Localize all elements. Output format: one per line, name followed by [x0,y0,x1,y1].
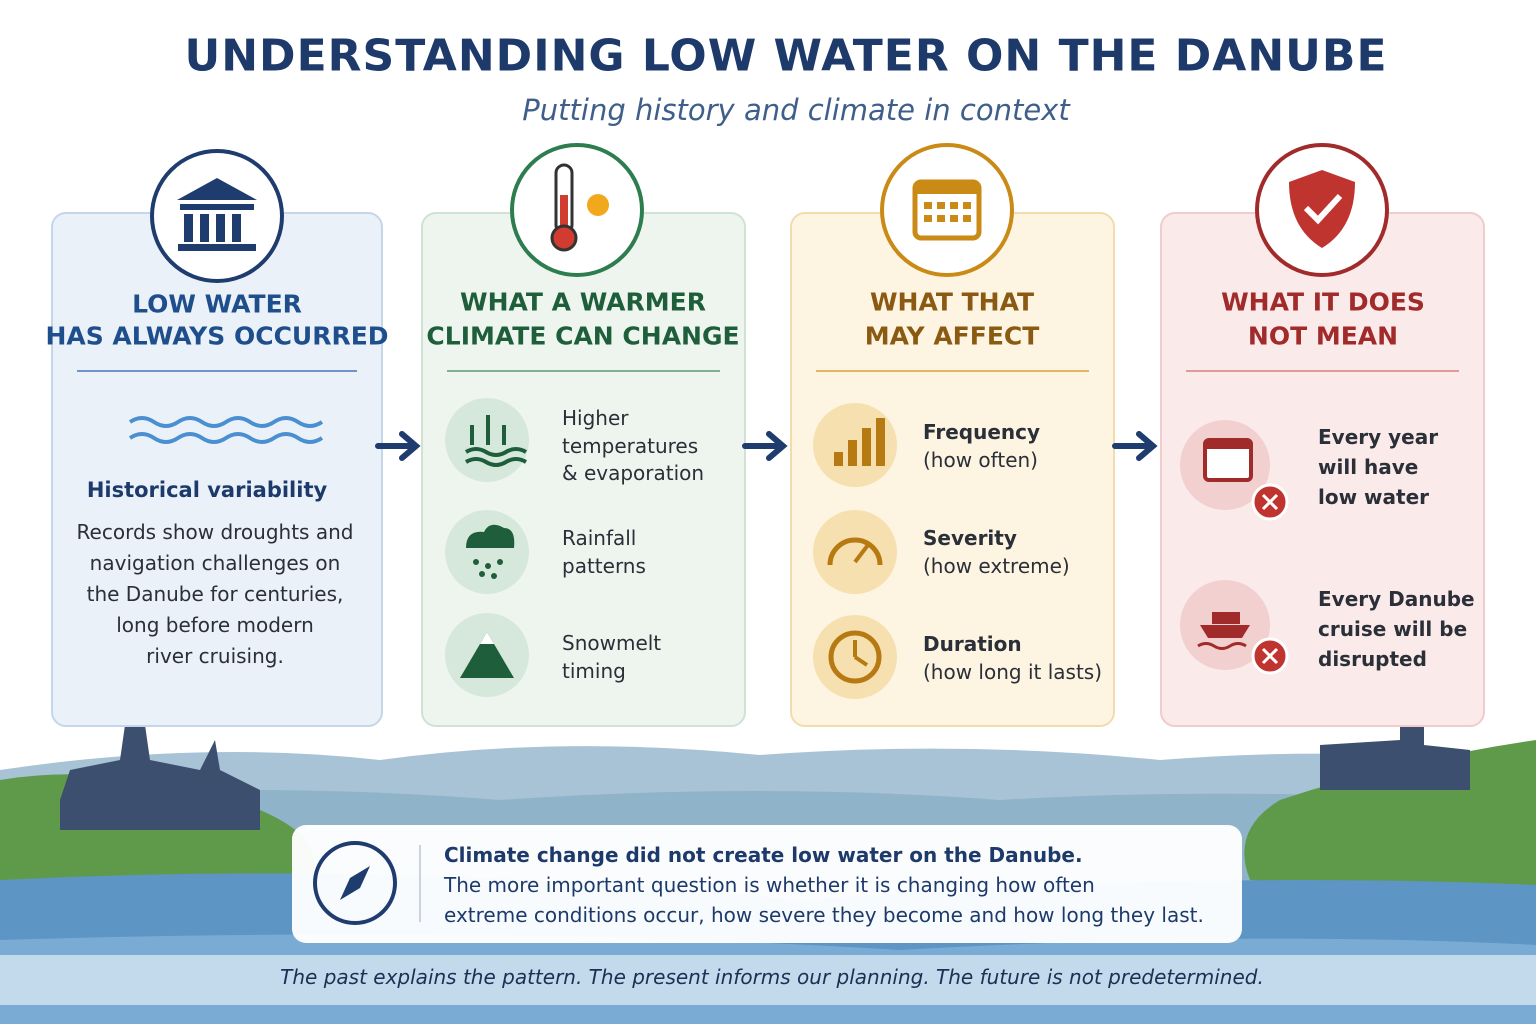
item-text: timing [562,659,626,683]
item-text: & evaporation [562,461,705,485]
column-heading: WHAT THAT [869,287,1035,317]
compass-icon [313,841,397,925]
body-text: river cruising. [146,644,284,668]
item-text: will have [1318,455,1419,479]
castle [1320,705,1470,790]
column-heading: WHAT A WARMER [460,287,706,317]
col4-icons [1180,420,1289,675]
item-label: Duration [923,632,1022,656]
waves [128,416,324,444]
callout-body: extreme conditions occur, how severe the… [444,903,1204,927]
left-buildings [60,700,260,830]
body-text: Records show droughts and [76,520,354,544]
column-heading: NOT MEAN [1247,321,1399,351]
column-heading: WHAT IT DOES [1221,287,1425,317]
thermometer-icon [550,163,609,252]
col2-icons [445,398,529,697]
item-text: Higher [562,406,629,430]
item-text: cruise will be [1318,617,1468,641]
item-text: Rainfall [562,526,637,550]
item-label: Frequency [923,420,1041,444]
body-text: long before modern [116,613,314,637]
calendar-icon [912,179,982,241]
footer: The past explains the pattern. The prese… [280,965,1264,989]
arrows [375,431,1158,461]
icon-circle [510,143,644,277]
body-text: navigation challenges on [89,551,341,575]
subheading: Historical variability [86,478,328,502]
callout-title: Climate change did not create low water … [444,843,1083,867]
column-heading: HAS ALWAYS OCCURRED [45,321,389,351]
building-icon [177,178,257,251]
subtitle: Putting history and climate in context [522,93,1070,127]
item-text: Every year [1318,425,1439,449]
item-text: disrupted [1318,647,1427,671]
item-text: Every Danube [1318,587,1475,611]
item-text: temperatures [562,434,699,458]
item-label: Severity [923,526,1017,550]
title: UNDERSTANDING LOW WATER ON THE DANUBE [184,30,1388,82]
col3-icons [813,403,897,699]
item-text: patterns [562,554,646,578]
column-heading: MAY AFFECT [864,321,1040,351]
shield-icon [1289,170,1355,248]
column-heading: CLIMATE CAN CHANGE [426,321,740,351]
body-text: the Danube for centuries, [86,582,344,606]
compass-needle [340,866,370,900]
item-text: low water [1318,485,1429,509]
callout-body: The more important question is whether i… [444,873,1095,897]
callout-box [292,825,1242,943]
footer-band [0,955,1536,1005]
item-detail: (how often) [923,448,1038,472]
column-heading: LOW WATER [132,289,302,319]
item-text: Snowmelt [562,631,662,655]
item-detail: (how extreme) [923,554,1070,578]
item-detail: (how long it lasts) [923,660,1103,684]
